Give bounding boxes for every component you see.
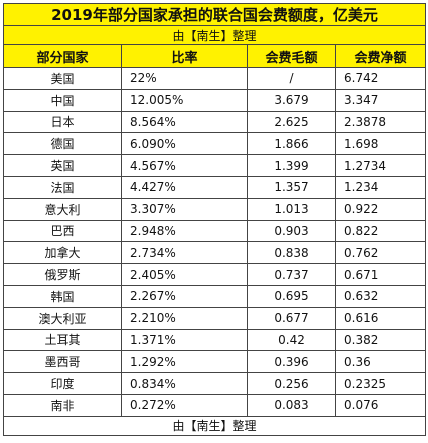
table-row: 意大利 3.307% 1.013 0.922 — [3, 197, 427, 221]
table-row: 墨西哥 1.292% 0.396 0.36 — [3, 350, 427, 374]
table-row: 加拿大 2.734% 0.838 0.762 — [3, 241, 427, 265]
un-dues-table: 2019年部分国家承担的联合国会费额度，亿美元 由【南生】整理 部分国家 比率 … — [2, 3, 427, 436]
ratio-cell[interactable]: 3.307% — [121, 197, 248, 221]
ratio-cell[interactable]: 6.090% — [121, 132, 248, 156]
net-cell[interactable]: 0.762 — [334, 241, 427, 265]
gross-cell[interactable]: 0.677 — [247, 306, 336, 330]
net-cell[interactable]: 0.616 — [334, 306, 427, 330]
ratio-cell[interactable]: 1.292% — [121, 350, 248, 374]
country-cell[interactable]: 意大利 — [3, 197, 122, 221]
header-country: 部分国家 — [3, 44, 122, 68]
country-cell[interactable]: 巴西 — [3, 219, 122, 243]
table-row: 中国 12.005% 3.679 3.347 — [3, 88, 427, 112]
gross-cell[interactable]: 0.838 — [247, 241, 336, 265]
table-row: 日本 8.564% 2.625 2.3878 — [3, 110, 427, 134]
header-net: 会费净额 — [334, 44, 427, 68]
gross-cell[interactable]: 0.695 — [247, 284, 336, 308]
net-cell[interactable]: 3.347 — [334, 88, 427, 112]
net-cell[interactable]: 1.698 — [334, 132, 427, 156]
net-cell[interactable]: 0.671 — [334, 263, 427, 286]
footer-row: 由【南生】整理 — [2, 415, 427, 436]
header-ratio: 比率 — [121, 44, 248, 68]
ratio-cell[interactable]: 4.427% — [121, 175, 248, 199]
ratio-cell[interactable]: 0.834% — [121, 372, 248, 395]
country-cell[interactable]: 印度 — [3, 372, 122, 395]
gross-cell[interactable]: 0.256 — [247, 372, 336, 395]
ratio-cell[interactable]: 2.267% — [121, 284, 248, 308]
net-cell[interactable]: 0.632 — [334, 284, 427, 308]
table-row: 韩国 2.267% 0.695 0.632 — [3, 284, 427, 308]
country-cell[interactable]: 日本 — [3, 110, 122, 134]
country-cell[interactable]: 美国 — [3, 67, 122, 90]
country-cell[interactable]: 俄罗斯 — [3, 263, 122, 286]
gross-cell[interactable]: 3.679 — [247, 88, 336, 112]
table-row: 英国 4.567% 1.399 1.2734 — [3, 154, 427, 177]
country-cell[interactable]: 韩国 — [3, 284, 122, 308]
ratio-cell[interactable]: 2.734% — [121, 241, 248, 265]
country-cell[interactable]: 墨西哥 — [3, 350, 122, 374]
header-gross: 会费毛额 — [247, 44, 336, 68]
table-row: 美国 22%/6.742 — [3, 67, 427, 90]
title-row: 2019年部分国家承担的联合国会费额度，亿美元 — [2, 3, 427, 26]
subtitle-row: 由【南生】整理 — [2, 25, 427, 45]
table-row: 澳大利亚 2.210% 0.677 0.616 — [3, 306, 427, 330]
header-row: 部分国家 比率 会费毛额 会费净额 — [3, 44, 427, 68]
gross-cell[interactable]: / — [247, 67, 336, 90]
ratio-cell[interactable]: 12.005% — [121, 88, 248, 112]
country-cell[interactable]: 德国 — [3, 132, 122, 156]
net-cell[interactable]: 2.3878 — [334, 110, 427, 134]
net-cell[interactable]: 0.382 — [334, 328, 427, 352]
table-title: 2019年部分国家承担的联合国会费额度，亿美元 — [2, 3, 427, 26]
country-cell[interactable]: 土耳其 — [3, 328, 122, 352]
country-cell[interactable]: 加拿大 — [3, 241, 122, 265]
gross-cell[interactable]: 1.357 — [247, 175, 336, 199]
table-row: 土耳其 1.371% 0.42 0.382 — [3, 328, 427, 352]
ratio-cell[interactable]: 2.948% — [121, 219, 248, 243]
gross-cell[interactable]: 0.737 — [247, 263, 336, 286]
gross-cell[interactable]: 2.625 — [247, 110, 336, 134]
gross-cell[interactable]: 0.396 — [247, 350, 336, 374]
table-row: 南非 0.272% 0.083 0.076 — [3, 393, 427, 417]
ratio-cell[interactable]: 4.567% — [121, 154, 248, 177]
gross-cell[interactable]: 1.013 — [247, 197, 336, 221]
net-cell[interactable]: 1.234 — [334, 175, 427, 199]
net-cell[interactable]: 0.076 — [334, 393, 427, 417]
net-cell[interactable]: 0.36 — [334, 350, 427, 374]
gross-cell[interactable]: 0.083 — [247, 393, 336, 417]
country-cell[interactable]: 法国 — [3, 175, 122, 199]
net-cell[interactable]: 1.2734 — [334, 154, 427, 177]
gross-cell[interactable]: 1.399 — [247, 154, 336, 177]
table-row: 俄罗斯 2.405% 0.737 0.671 — [3, 263, 427, 286]
net-cell[interactable]: 0.2325 — [334, 372, 427, 395]
country-cell[interactable]: 中国 — [3, 88, 122, 112]
ratio-cell[interactable]: 2.210% — [121, 306, 248, 330]
table-row: 法国 4.427% 1.357 1.234 — [3, 175, 427, 199]
spreadsheet-table-container: 2019年部分国家承担的联合国会费额度，亿美元 由【南生】整理 部分国家 比率 … — [2, 3, 427, 436]
gross-cell[interactable]: 1.866 — [247, 132, 336, 156]
ratio-cell[interactable]: 1.371% — [121, 328, 248, 352]
net-cell[interactable]: 0.922 — [334, 197, 427, 221]
ratio-cell[interactable]: 8.564% — [121, 110, 248, 134]
net-cell[interactable]: 0.822 — [334, 219, 427, 243]
gross-cell[interactable]: 0.903 — [247, 219, 336, 243]
country-cell[interactable]: 英国 — [3, 154, 122, 177]
ratio-cell[interactable]: 22% — [121, 67, 248, 90]
footer-credit: 由【南生】整理 — [2, 415, 427, 436]
table-row: 德国 6.090% 1.866 1.698 — [3, 132, 427, 156]
ratio-cell[interactable]: 2.405% — [121, 263, 248, 286]
country-cell[interactable]: 南非 — [3, 393, 122, 417]
table-subtitle: 由【南生】整理 — [2, 25, 427, 45]
table-row: 巴西 2.948% 0.903 0.822 — [3, 219, 427, 243]
country-cell[interactable]: 澳大利亚 — [3, 306, 122, 330]
table-row: 印度 0.834% 0.256 0.2325 — [3, 372, 427, 395]
net-cell[interactable]: 6.742 — [334, 67, 427, 90]
gross-cell[interactable]: 0.42 — [247, 328, 336, 352]
ratio-cell[interactable]: 0.272% — [121, 393, 248, 417]
